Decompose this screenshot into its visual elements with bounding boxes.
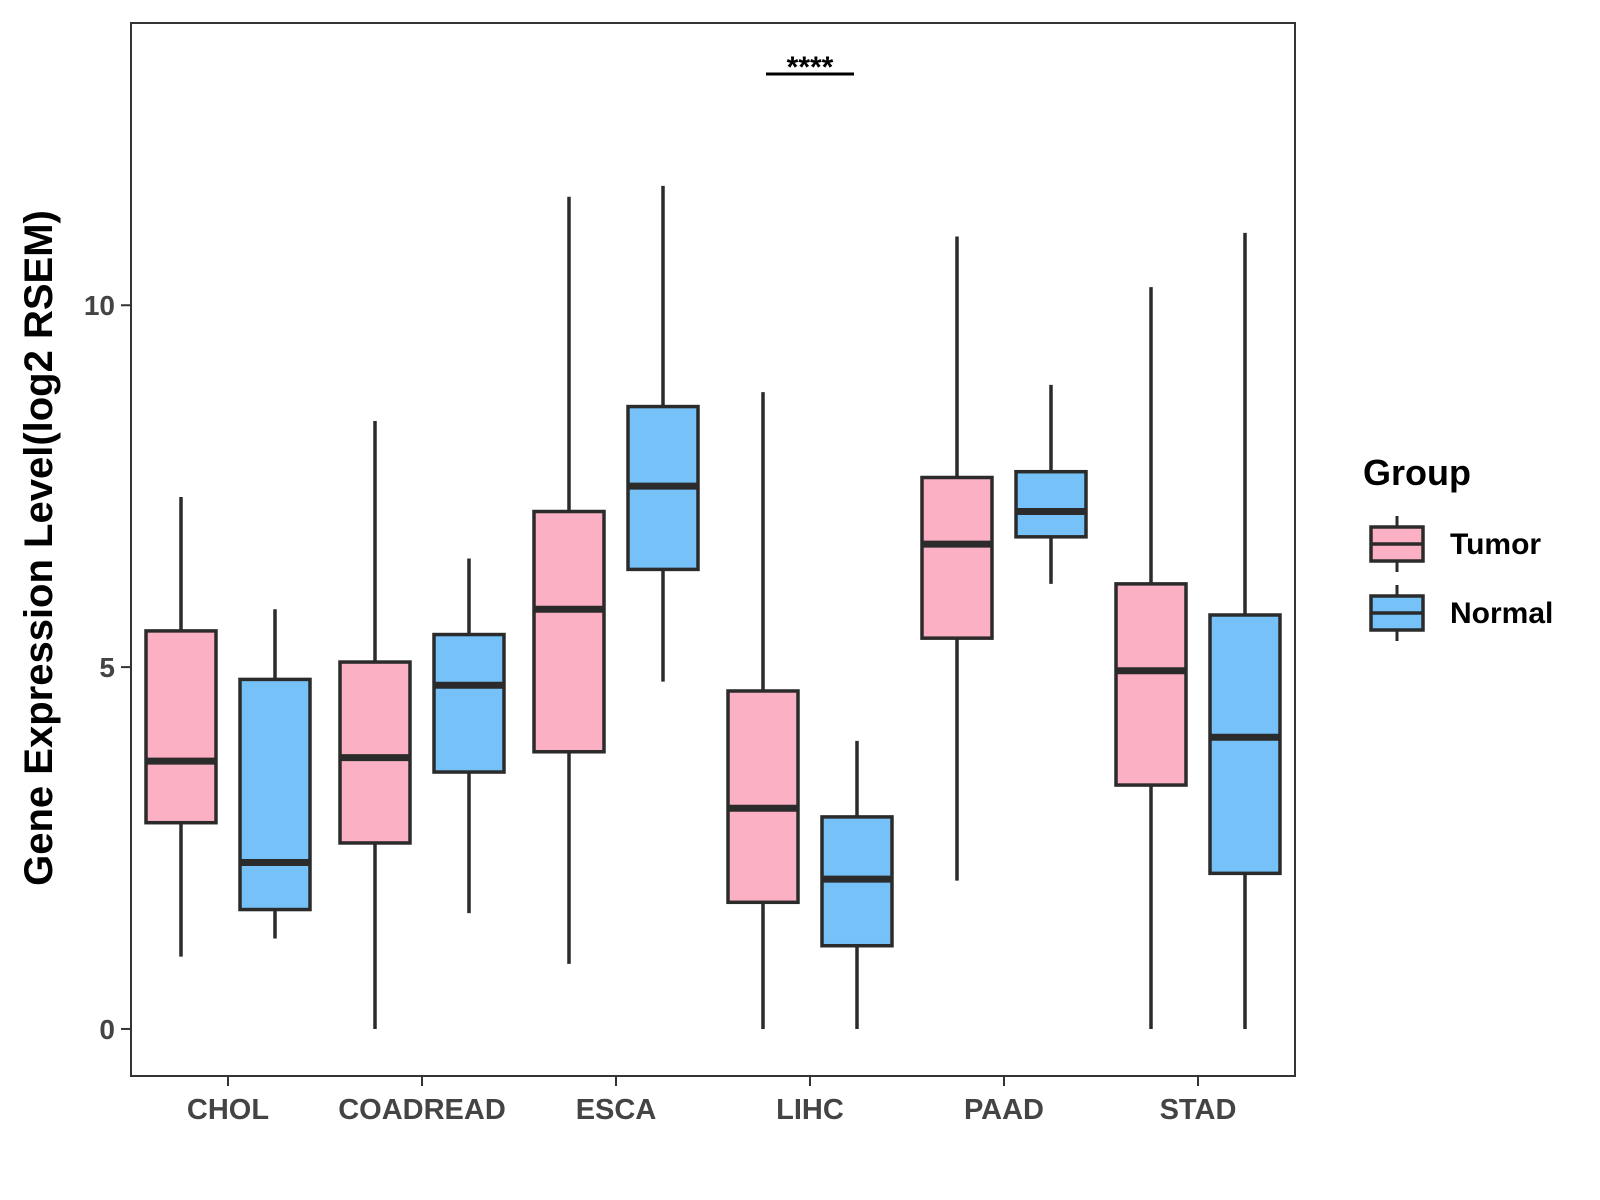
box-body: [144, 629, 218, 825]
box-chol-tumor: [144, 497, 218, 957]
box-chol-normal: [238, 609, 312, 939]
plot-panel: [130, 22, 1296, 1077]
x-tick-label-coadread: COADREAD: [338, 1094, 506, 1126]
y-tick-label: 5: [99, 652, 115, 683]
x-tick-label-lihc: LIHC: [776, 1094, 844, 1126]
box-body: [532, 509, 606, 754]
box-paad-normal: [1014, 384, 1088, 584]
box-body: [1014, 469, 1088, 539]
box-esca-normal: [626, 185, 700, 682]
legend-item-tumor: Tumor: [1369, 516, 1541, 572]
y-tick-label: 10: [84, 290, 115, 321]
legend-title: Group: [1363, 452, 1471, 493]
box-body: [1208, 613, 1282, 876]
box-body: [920, 475, 994, 640]
legend-label: Tumor: [1450, 528, 1541, 561]
box-body: [726, 689, 800, 905]
y-tick-label: 0: [99, 1014, 115, 1045]
annotation-layer: ****: [766, 51, 854, 84]
box-coadread-tumor: [338, 421, 412, 1029]
box-body: [432, 632, 506, 774]
x-tick-label-esca: ESCA: [576, 1094, 657, 1126]
box-lihc-normal: [820, 740, 894, 1029]
y-axis-title: Gene Expression Level(log2 RSEM): [17, 210, 61, 886]
box-body: [1114, 582, 1188, 787]
box-layer: [144, 185, 1282, 1029]
box-body: [338, 660, 412, 845]
significance-label: ****: [787, 51, 834, 84]
x-tick-label-paad: PAAD: [964, 1094, 1044, 1126]
box-coadread-normal: [432, 558, 506, 914]
x-tick-label-stad: STAD: [1160, 1094, 1237, 1126]
legend-item-normal: Normal: [1369, 585, 1553, 641]
box-paad-tumor: [920, 236, 994, 881]
box-stad-normal: [1208, 232, 1282, 1029]
box-stad-tumor: [1114, 287, 1188, 1029]
box-lihc-tumor: [726, 392, 800, 1029]
box-body: [238, 677, 312, 912]
axes-layer: 0 5 10 CHOL COADREAD ESCA LIHC PAAD STAD: [84, 290, 1237, 1126]
box-esca-tumor: [532, 196, 606, 964]
legend-label: Normal: [1450, 597, 1553, 630]
legend: Group Tumor Normal: [1363, 452, 1553, 641]
x-tick-label-chol: CHOL: [187, 1094, 269, 1126]
